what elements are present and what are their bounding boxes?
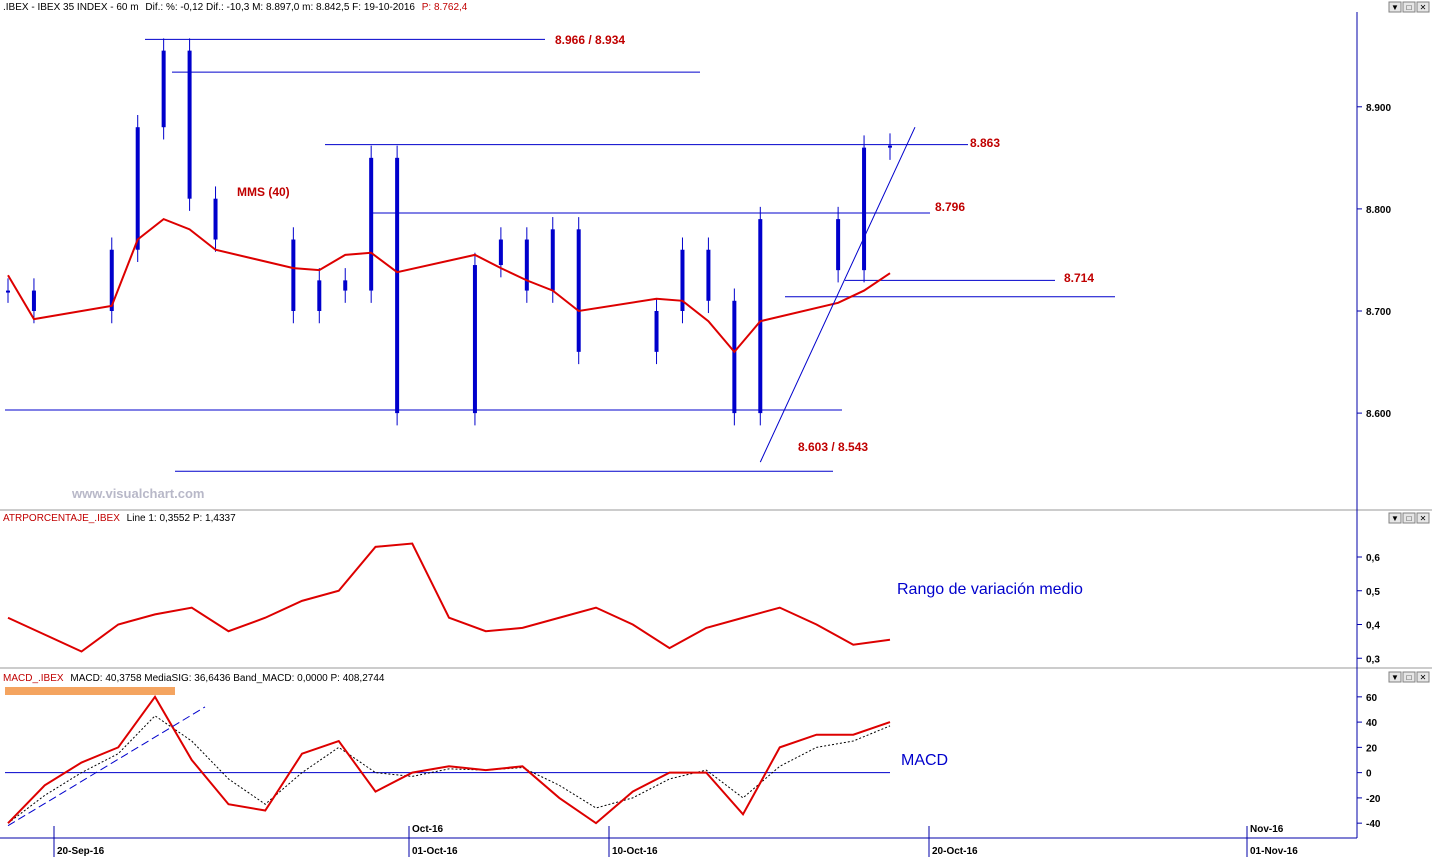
y-tick-label: 0,3: [1366, 654, 1380, 665]
price-candles: [6, 38, 892, 426]
y-tick-label: 8.700: [1366, 307, 1391, 318]
macd-note: MACD: [901, 752, 948, 769]
y-tick-label: 40: [1366, 718, 1378, 729]
level-label-8796: 8.796: [935, 200, 965, 214]
candle-body: [187, 50, 192, 199]
y-tick-label: 0: [1366, 769, 1372, 780]
maximize-icon[interactable]: □: [1407, 673, 1412, 682]
atr-panel-header: ATRPORCENTAJE_.IBEX Line 1: 0,3552 P: 1,…: [3, 513, 236, 524]
highlight-band: [5, 687, 175, 695]
atr-y-axis: 0,3 0,4 0,5 0,6: [1357, 553, 1380, 665]
candle-body: [291, 239, 296, 311]
maximize-icon[interactable]: □: [1407, 3, 1412, 12]
macd-y-axis: 60 40 20 0 -20 -40: [1357, 693, 1381, 830]
watermark: www.visualchart.com: [71, 486, 204, 501]
x-tick-label: Nov-16: [1250, 824, 1284, 835]
macd-series: [5, 687, 891, 827]
candle-body: [395, 157, 400, 414]
x-axis: 20-Sep-16 Oct-16 01-Oct-16 10-Oct-16 20-Oct-…: [53, 824, 1298, 857]
y-tick-label: 0,4: [1366, 621, 1380, 632]
candle-body: [836, 219, 841, 271]
ma-line: [7, 217, 891, 354]
moving-average: [7, 217, 891, 354]
x-tick-label: Oct-16: [412, 824, 444, 835]
macd-window-controls[interactable]: ▼ □ ✕: [1388, 671, 1430, 683]
candle-body: [862, 147, 867, 271]
x-tick-label: 10-Oct-16: [612, 846, 658, 857]
candle-body: [888, 145, 892, 148]
minimize-icon[interactable]: ▼: [1391, 3, 1399, 12]
candle-body: [369, 157, 374, 291]
trendline-line: [759, 127, 916, 463]
close-icon[interactable]: ✕: [1420, 514, 1427, 523]
y-tick-label: -20: [1366, 794, 1381, 805]
candle-body: [213, 198, 218, 240]
price-panel-header: .IBEX - IBEX 35 INDEX - 60 m Dif.: %: -0…: [3, 2, 468, 13]
atr-line: [7, 542, 891, 653]
trendline: [759, 127, 916, 463]
macd-panel-header: MACD_.IBEX MACD: 40,3758 MediaSIG: 36,64…: [3, 673, 385, 684]
y-tick-label: 0,6: [1366, 553, 1380, 564]
y-tick-label: -40: [1366, 819, 1381, 830]
candle-body: [109, 249, 114, 311]
atr-series: [7, 542, 891, 653]
minimize-icon[interactable]: ▼: [1391, 673, 1399, 682]
candle-body: [732, 300, 737, 414]
candle-body: [135, 127, 140, 250]
price-y-axis: 8.600 8.700 8.800 8.900: [1357, 103, 1391, 420]
price-level-lines: [5, 38, 1115, 472]
candle-body: [654, 311, 659, 352]
minimize-icon[interactable]: ▼: [1391, 514, 1399, 523]
y-tick-label: 8.900: [1366, 103, 1391, 114]
macd-line: [7, 695, 891, 825]
y-tick-label: 60: [1366, 693, 1378, 704]
candle-body: [680, 249, 685, 311]
y-tick-label: 20: [1366, 743, 1378, 754]
candle-body: [550, 229, 555, 291]
level-label-8714: 8.714: [1064, 271, 1094, 285]
candle-body: [343, 280, 348, 291]
candle-body: [706, 249, 711, 301]
close-icon[interactable]: ✕: [1420, 3, 1427, 12]
atr-note: Rango de variación medio: [897, 581, 1083, 598]
x-tick-label: 01-Nov-16: [1250, 846, 1298, 857]
atr-window-controls[interactable]: ▼ □ ✕: [1388, 512, 1430, 524]
candle-body: [6, 290, 10, 293]
y-tick-label: 8.800: [1366, 205, 1391, 216]
candle-body: [524, 239, 529, 291]
candle-body: [758, 219, 763, 414]
candle-body: [317, 280, 322, 311]
signal-line: [7, 715, 891, 824]
candle-body: [161, 50, 166, 128]
y-tick-label: 8.600: [1366, 409, 1391, 420]
close-icon[interactable]: ✕: [1420, 673, 1427, 682]
candle-body: [472, 265, 477, 414]
ma-label: MMS (40): [237, 185, 290, 199]
candle-body: [31, 290, 36, 311]
macd-trendline: [7, 706, 206, 827]
y-tick-label: 0,5: [1366, 587, 1380, 598]
level-label-8603: 8.603 / 8.543: [798, 440, 868, 454]
level-label-8863: 8.863: [970, 136, 1000, 150]
x-tick-label: 01-Oct-16: [412, 846, 458, 857]
x-tick-label: 20-Sep-16: [57, 846, 105, 857]
price-window-controls[interactable]: ▼ □ ✕: [1388, 1, 1430, 13]
candle-body: [576, 229, 581, 352]
candle-body: [498, 239, 503, 266]
level-label-8966: 8.966 / 8.934: [555, 33, 625, 47]
maximize-icon[interactable]: □: [1407, 514, 1412, 523]
x-tick-label: 20-Oct-16: [932, 846, 978, 857]
